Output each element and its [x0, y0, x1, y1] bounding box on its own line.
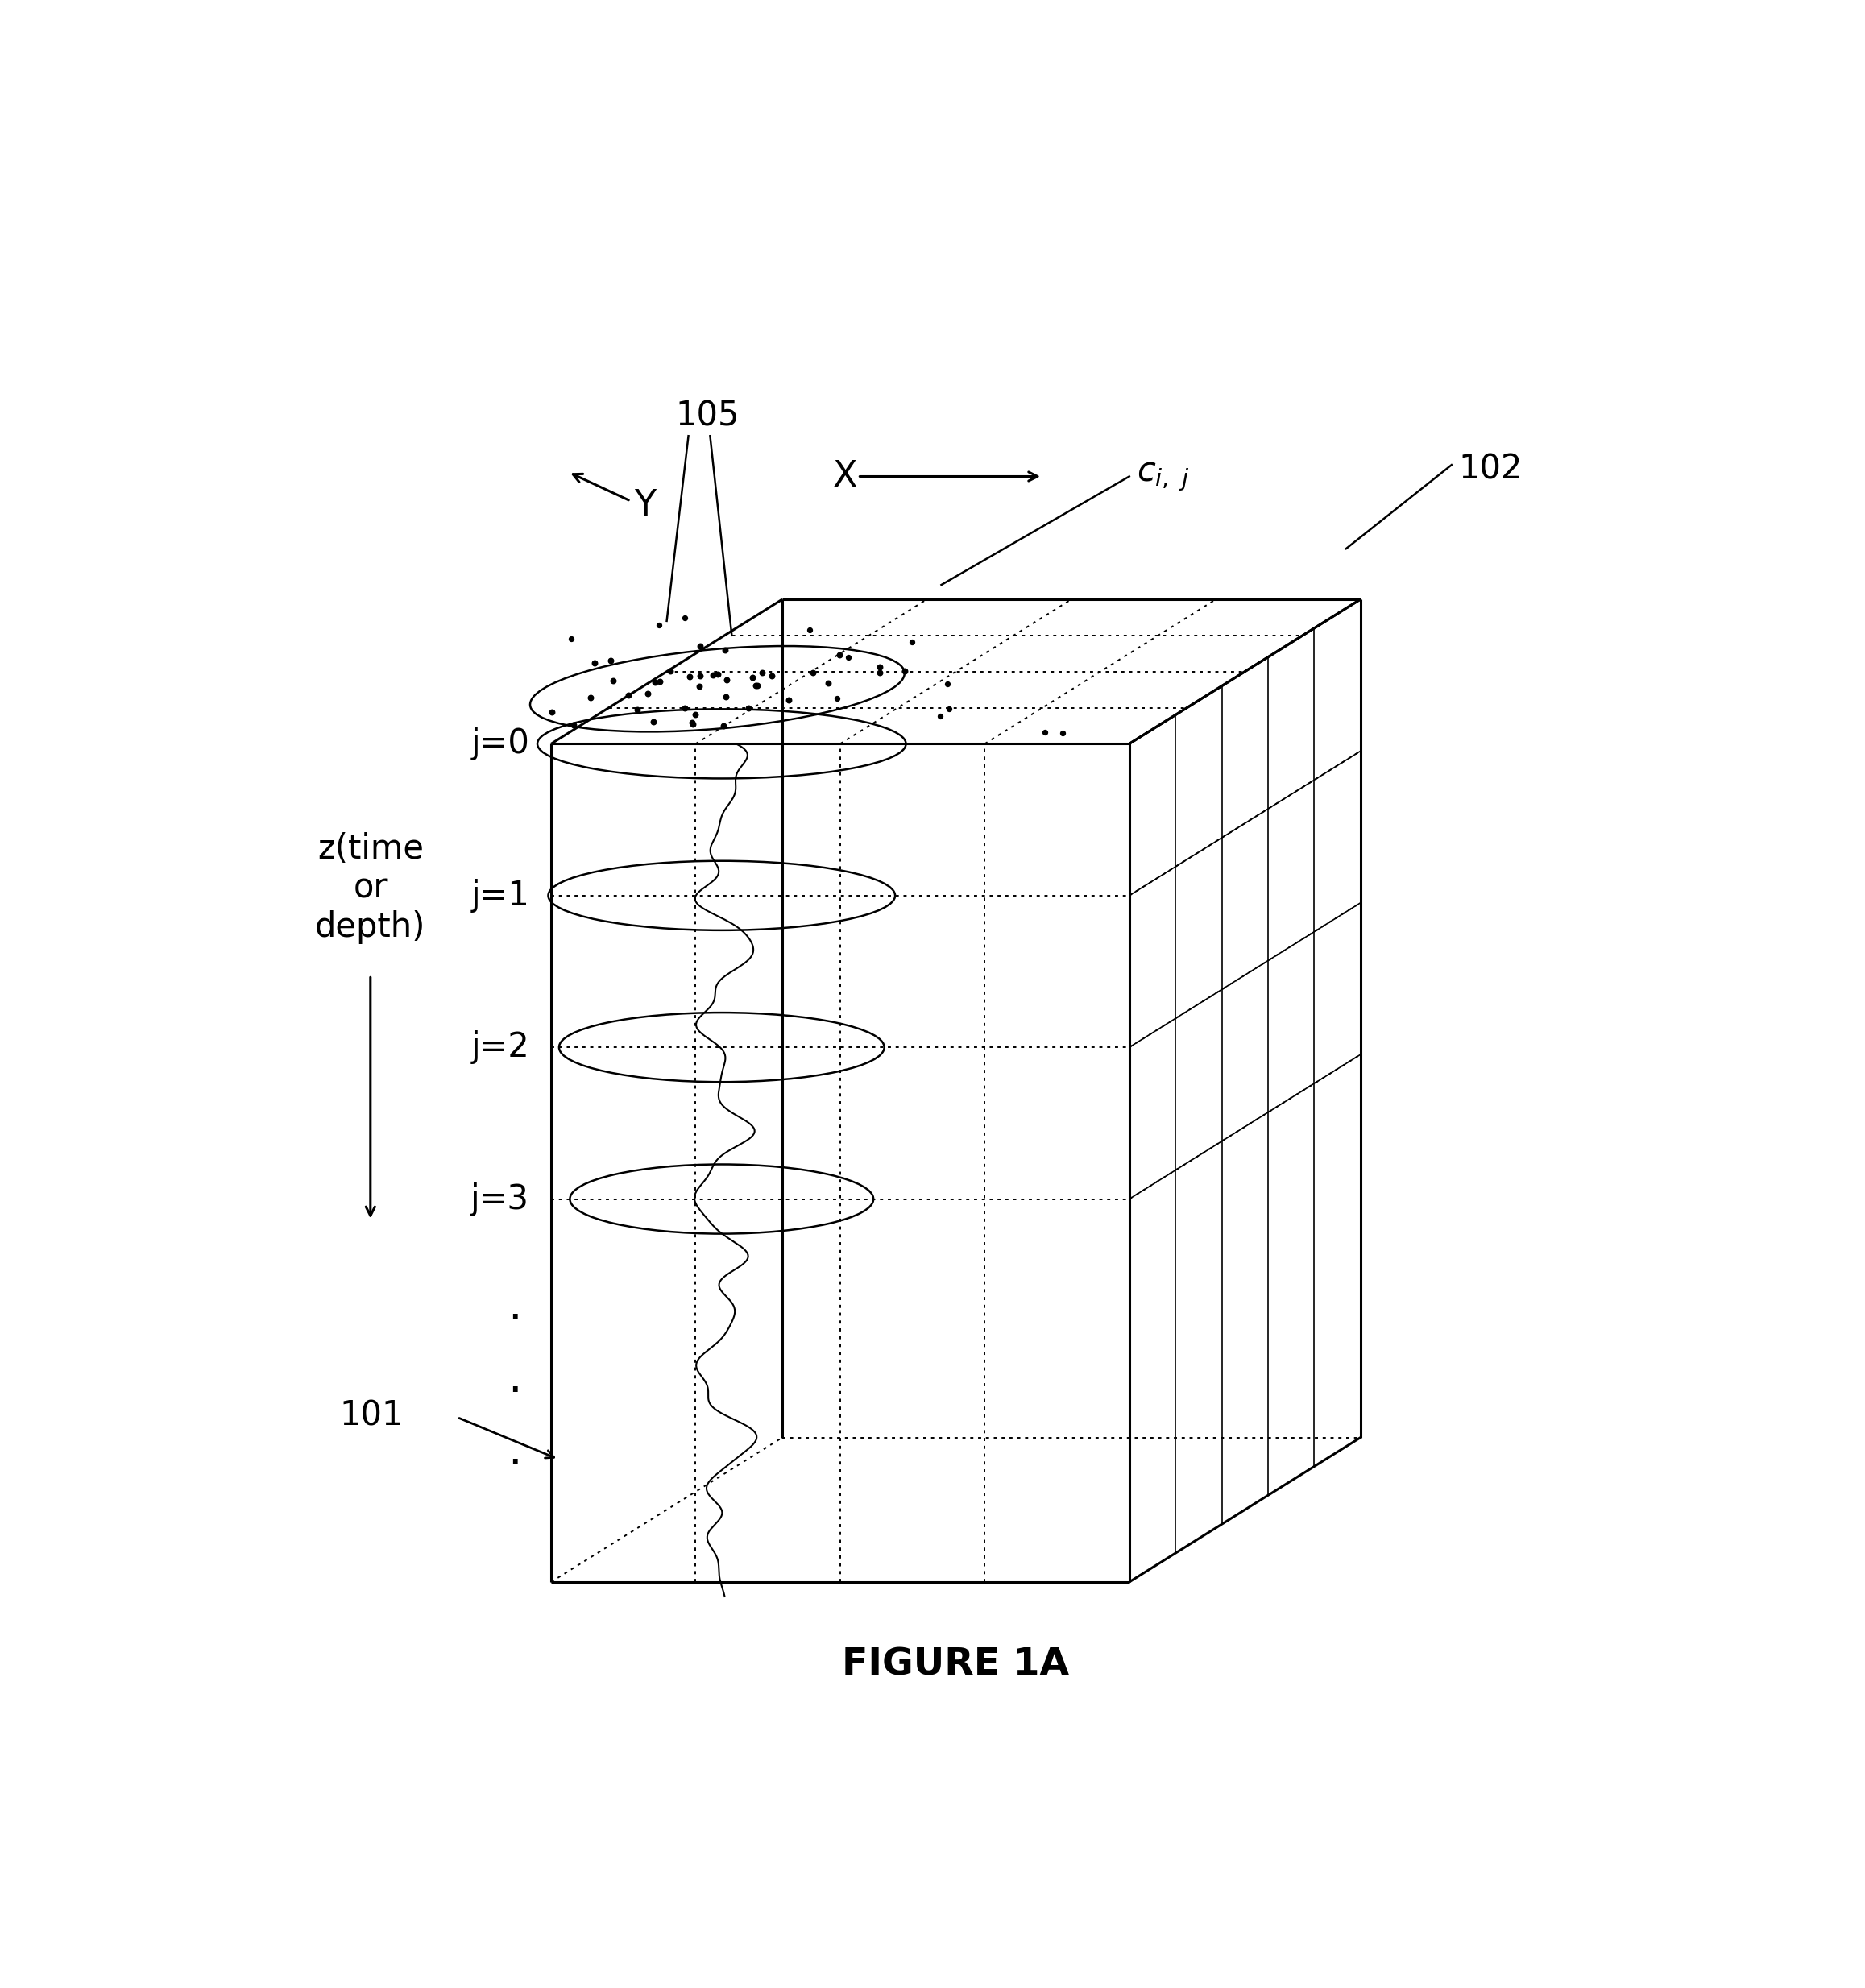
Point — [737, 662, 767, 694]
Point — [733, 692, 763, 724]
Point — [774, 684, 804, 716]
Point — [757, 660, 787, 692]
Point — [865, 656, 895, 688]
Point — [834, 642, 863, 674]
Point — [597, 644, 627, 676]
Point — [677, 706, 707, 738]
Point — [1048, 718, 1078, 749]
Point — [640, 666, 670, 698]
Point — [712, 664, 742, 696]
Point — [698, 658, 727, 690]
Point — [556, 622, 586, 654]
Point — [748, 658, 778, 690]
Text: $c_{i,\ j}$: $c_{i,\ j}$ — [1136, 459, 1190, 493]
Point — [798, 656, 828, 688]
Point — [794, 614, 824, 646]
Point — [813, 666, 843, 698]
Point — [824, 640, 854, 672]
Text: 105: 105 — [675, 400, 739, 433]
Point — [574, 682, 604, 714]
Point — [822, 682, 852, 714]
Point — [681, 698, 711, 730]
Text: j=2: j=2 — [470, 1030, 530, 1064]
Text: z(time
or
depth): z(time or depth) — [315, 833, 425, 944]
Point — [675, 660, 705, 692]
Point — [740, 670, 770, 702]
Point — [645, 666, 675, 698]
Point — [684, 670, 714, 702]
Point — [558, 710, 587, 742]
Point — [670, 602, 699, 634]
Point — [638, 706, 668, 738]
Point — [686, 630, 716, 662]
Point — [623, 694, 653, 726]
Point — [655, 656, 684, 688]
Point — [711, 680, 740, 712]
Text: 102: 102 — [1458, 453, 1522, 487]
Point — [580, 646, 610, 678]
Point — [925, 700, 955, 732]
Point — [599, 664, 629, 696]
Point — [703, 658, 733, 690]
Text: 101: 101 — [339, 1400, 403, 1433]
Point — [932, 668, 962, 700]
Point — [537, 696, 567, 728]
Text: j=0: j=0 — [470, 728, 530, 761]
Point — [865, 650, 895, 682]
Point — [897, 626, 927, 658]
Point — [742, 670, 772, 702]
Text: .: . — [507, 1429, 522, 1473]
Point — [686, 660, 716, 692]
Text: j=3: j=3 — [470, 1183, 530, 1217]
Point — [643, 610, 673, 642]
Text: FIGURE 1A: FIGURE 1A — [843, 1646, 1069, 1684]
Point — [709, 710, 739, 742]
Point — [677, 708, 707, 740]
Text: j=1: j=1 — [470, 879, 530, 912]
Point — [1029, 716, 1059, 747]
Point — [890, 654, 919, 686]
Text: Y: Y — [634, 487, 656, 523]
Point — [711, 634, 740, 666]
Point — [934, 692, 964, 724]
Text: X: X — [834, 459, 858, 493]
Text: .: . — [507, 1286, 522, 1330]
Text: .: . — [507, 1358, 522, 1402]
Point — [632, 678, 662, 710]
Point — [670, 692, 699, 724]
Point — [614, 680, 643, 712]
